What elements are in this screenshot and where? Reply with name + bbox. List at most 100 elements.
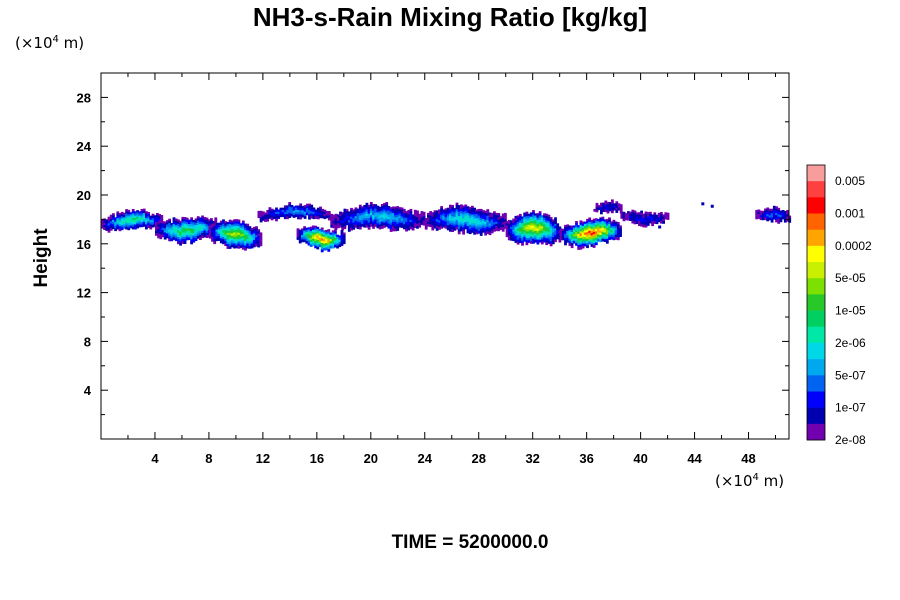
field-cell — [259, 243, 263, 247]
field-cell — [455, 207, 459, 210]
x-tick-label: 44 — [687, 451, 702, 466]
field-cell — [446, 209, 450, 213]
field-cell — [601, 225, 605, 229]
field-cell — [354, 211, 358, 215]
field-cell — [244, 236, 247, 240]
field-cell — [583, 241, 587, 245]
field-cell — [174, 227, 178, 231]
field-cell — [449, 220, 452, 223]
field-cell — [407, 216, 411, 220]
field-cell — [594, 227, 598, 230]
field-cell — [188, 235, 191, 238]
field-cell — [579, 229, 583, 232]
field-cell — [653, 212, 657, 216]
field-cell — [600, 204, 603, 208]
field-cell — [523, 236, 527, 240]
field-cell — [192, 237, 196, 241]
field-cell — [301, 228, 304, 232]
field-cell — [157, 224, 160, 228]
field-cell — [529, 227, 533, 231]
field-cell — [527, 222, 531, 226]
field-cell — [638, 212, 641, 215]
field-cell — [409, 213, 413, 217]
field-cell — [290, 209, 294, 213]
field-cell — [336, 221, 340, 224]
field-cell — [374, 213, 378, 216]
field-cell — [149, 222, 153, 225]
field-cell — [114, 217, 117, 221]
field-cell — [579, 244, 583, 248]
field-cell — [411, 218, 415, 222]
field-cell — [394, 208, 397, 212]
field-cell — [250, 241, 254, 244]
field-cell — [378, 209, 382, 212]
field-cell — [365, 222, 369, 226]
field-cell — [166, 226, 169, 230]
field-cell — [424, 218, 428, 221]
field-cell — [460, 211, 463, 214]
field-cell — [757, 209, 761, 213]
field-cell — [471, 212, 474, 216]
field-cell — [244, 225, 247, 229]
field-cell — [308, 214, 311, 218]
field-cell — [405, 211, 408, 214]
field-cell — [761, 217, 765, 221]
field-cell — [383, 225, 386, 228]
field-cell — [211, 238, 214, 242]
field-cell — [581, 225, 585, 229]
field-cell — [510, 224, 513, 228]
field-cell — [116, 215, 120, 219]
field-cell — [545, 229, 549, 232]
field-cell — [140, 215, 144, 219]
field-cell — [270, 213, 274, 216]
field-cell — [248, 239, 252, 243]
field-cell — [305, 210, 309, 214]
field-cell — [120, 211, 124, 215]
field-cell — [455, 224, 459, 228]
field-cell — [644, 224, 648, 228]
field-cell — [211, 234, 214, 238]
field-cell — [372, 215, 375, 218]
field-cell — [350, 225, 353, 229]
field-cell — [512, 218, 516, 222]
field-cell — [781, 216, 785, 220]
field-cell — [301, 232, 304, 236]
field-cell — [224, 238, 228, 242]
field-cell — [570, 236, 574, 240]
field-cell — [642, 218, 646, 221]
field-cell — [294, 212, 298, 215]
field-cell — [590, 239, 594, 243]
field-cell — [455, 213, 459, 217]
field-cell — [174, 229, 178, 233]
field-cell — [118, 224, 122, 227]
field-cell — [107, 223, 111, 227]
field-cell — [418, 213, 422, 217]
field-cell — [341, 216, 345, 220]
field-cell — [460, 208, 463, 212]
field-cell — [549, 239, 553, 242]
field-cell — [288, 215, 292, 218]
field-cell — [358, 217, 362, 221]
field-cell — [215, 231, 219, 235]
field-cell — [525, 213, 529, 217]
field-cell — [600, 207, 603, 210]
field-cell — [380, 206, 384, 209]
field-cell — [314, 227, 317, 231]
field-cell — [230, 222, 234, 226]
field-cell — [635, 219, 639, 222]
field-cell — [105, 221, 109, 225]
field-cell — [446, 214, 450, 218]
field-cell — [308, 203, 311, 207]
field-cell — [446, 216, 450, 220]
field-cell — [510, 226, 513, 230]
field-cell — [277, 211, 281, 215]
field-cell — [131, 215, 135, 219]
colorbar-swatch — [807, 423, 825, 441]
field-cell — [369, 224, 373, 227]
field-cell — [471, 216, 474, 220]
field-cell — [378, 215, 382, 219]
field-cell — [400, 207, 404, 211]
mixing-ratio-field — [101, 199, 792, 253]
field-cell — [453, 223, 457, 227]
field-cell — [325, 229, 328, 233]
